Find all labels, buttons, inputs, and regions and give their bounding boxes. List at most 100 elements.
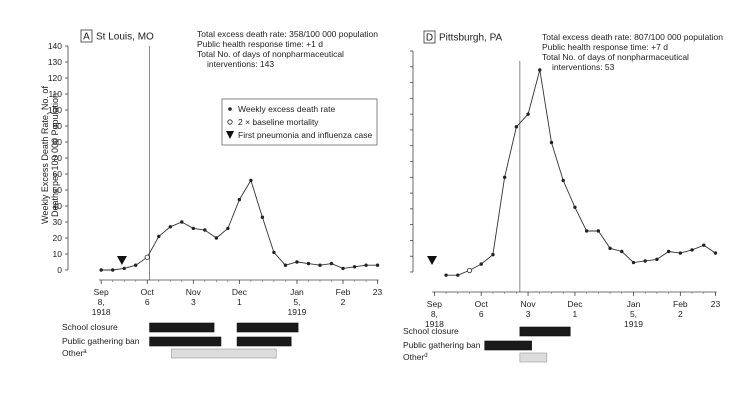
data-point <box>364 263 368 267</box>
y-tick-label: 110 <box>48 89 62 99</box>
x-tick-label: 1918 <box>92 307 111 317</box>
data-point <box>122 266 126 271</box>
data-point <box>678 251 683 255</box>
intervention-bar <box>519 326 571 337</box>
data-point <box>352 265 357 269</box>
y-tick-label: 60 <box>53 169 63 179</box>
intervention-bar <box>236 322 299 333</box>
intervention-bar <box>171 348 277 359</box>
data-point <box>226 226 230 231</box>
data-point <box>526 112 530 116</box>
info-block: Total excess death rate: 358/100 000 pop… <box>197 29 378 69</box>
x-tick-label: Dec <box>232 287 248 297</box>
data-point <box>191 226 196 231</box>
info-npi-days-line2: interventions: 53 <box>552 62 615 72</box>
data-point <box>375 263 380 267</box>
intervention-label: School closure <box>62 322 118 332</box>
x-tick-label: 1919 <box>287 307 306 317</box>
series-line <box>101 179 378 271</box>
x-tick-label: 6 <box>479 309 484 319</box>
x-tick-label: 1 <box>237 297 242 307</box>
y-tick-label: 0 <box>57 265 62 275</box>
x-tick-label: 2 <box>678 309 683 319</box>
data-point <box>168 225 172 229</box>
data-point <box>306 261 311 266</box>
x-tick-label: Sep <box>427 299 442 309</box>
panel-title: Pittsburgh, PA <box>439 33 503 44</box>
legend-triangle-icon <box>226 131 234 139</box>
legend-item-first-case: First pneumonia and influenza case <box>238 130 372 140</box>
panel-pittsburgh: D Pittsburgh, PA Total excess death rate… <box>403 30 723 363</box>
data-point <box>295 260 299 264</box>
y-tick-label: 30 <box>53 217 63 227</box>
intervention-label: Public gathering ban <box>403 340 481 350</box>
x-tick-label: Feb <box>673 299 688 309</box>
x-tick-label: Dec <box>567 299 583 309</box>
legend-filled-dot-icon <box>228 107 232 111</box>
data-point <box>134 263 138 267</box>
data-point <box>491 252 495 257</box>
y-tick-label: 140 <box>48 41 62 51</box>
x-tick-label: Feb <box>336 287 351 297</box>
data-point <box>596 229 601 233</box>
data-point <box>538 68 542 72</box>
intervention-label: School closure <box>403 326 459 336</box>
y-tick-label: 20 <box>53 233 63 243</box>
data-point <box>203 228 207 232</box>
y-tick-label: 50 <box>53 185 63 195</box>
data-point <box>479 262 483 266</box>
series-line <box>446 69 716 276</box>
data-point <box>444 273 448 277</box>
info-total-excess: Total excess death rate: 358/100 000 pop… <box>197 29 378 39</box>
data-point <box>643 259 647 263</box>
panel-letter-box <box>423 30 436 44</box>
y-tick-label: 70 <box>53 153 63 163</box>
legend-item-weekly-rate: Weekly excess death rate <box>238 104 335 114</box>
data-point <box>713 251 718 255</box>
x-tick-label: Oct <box>475 299 489 309</box>
data-point <box>318 263 322 267</box>
data-point <box>502 175 507 179</box>
y-tick-label: 120 <box>48 73 62 83</box>
x-tick-label: 6 <box>145 297 150 307</box>
data-point <box>249 178 253 183</box>
data-point <box>561 178 565 183</box>
x-tick-label: 3 <box>526 309 531 319</box>
data-point <box>214 236 219 240</box>
x-tick-label: Jan <box>290 287 304 297</box>
x-tick-label: 1919 <box>624 319 643 329</box>
panel-d-title: D Pittsburgh, PA <box>423 30 503 44</box>
legend-box <box>221 98 378 146</box>
x-tick-label: 3 <box>191 297 196 307</box>
intervention-bar <box>236 336 292 347</box>
legend: Weekly excess death rate 2 × baseline mo… <box>221 98 378 146</box>
data-point <box>573 205 577 209</box>
x-tick-label: 5, <box>293 297 300 307</box>
data-point <box>99 268 103 272</box>
panel-letter-box <box>80 29 93 43</box>
info-total-excess: Total excess death rate: 807/100 000 pop… <box>542 32 723 42</box>
x-tick-label: 23 <box>373 287 383 297</box>
intervention-bar <box>519 352 548 363</box>
info-npi-days-line2: interventions: 143 <box>207 59 274 69</box>
data-point <box>514 125 519 129</box>
data-point <box>584 229 589 233</box>
info-response-time: Public health response time: +7 d <box>542 42 668 52</box>
y-axis-label-line2: Deaths per 100 000 Population <box>50 93 60 217</box>
y-axis-label: Weekly Excess Death Rate, No. of Deaths … <box>40 86 60 224</box>
data-point <box>180 220 184 224</box>
info-npi-days-line1: Total No. of days of nonpharmaceutical <box>542 52 689 62</box>
data-point <box>456 273 460 277</box>
y-tick-label: 100 <box>48 105 62 115</box>
y-tick-label: 40 <box>53 201 63 211</box>
data-point <box>260 215 265 219</box>
x-tick-label: Nov <box>186 287 202 297</box>
y-tick-label: 10 <box>53 249 63 259</box>
y-tick-label: 90 <box>53 121 63 131</box>
intervention-bar <box>484 340 532 351</box>
x-tick-label: 8, <box>98 297 105 307</box>
info-block: Total excess death rate: 807/100 000 pop… <box>542 32 723 72</box>
x-tick-label: Nov <box>521 299 537 309</box>
data-point <box>631 260 636 265</box>
